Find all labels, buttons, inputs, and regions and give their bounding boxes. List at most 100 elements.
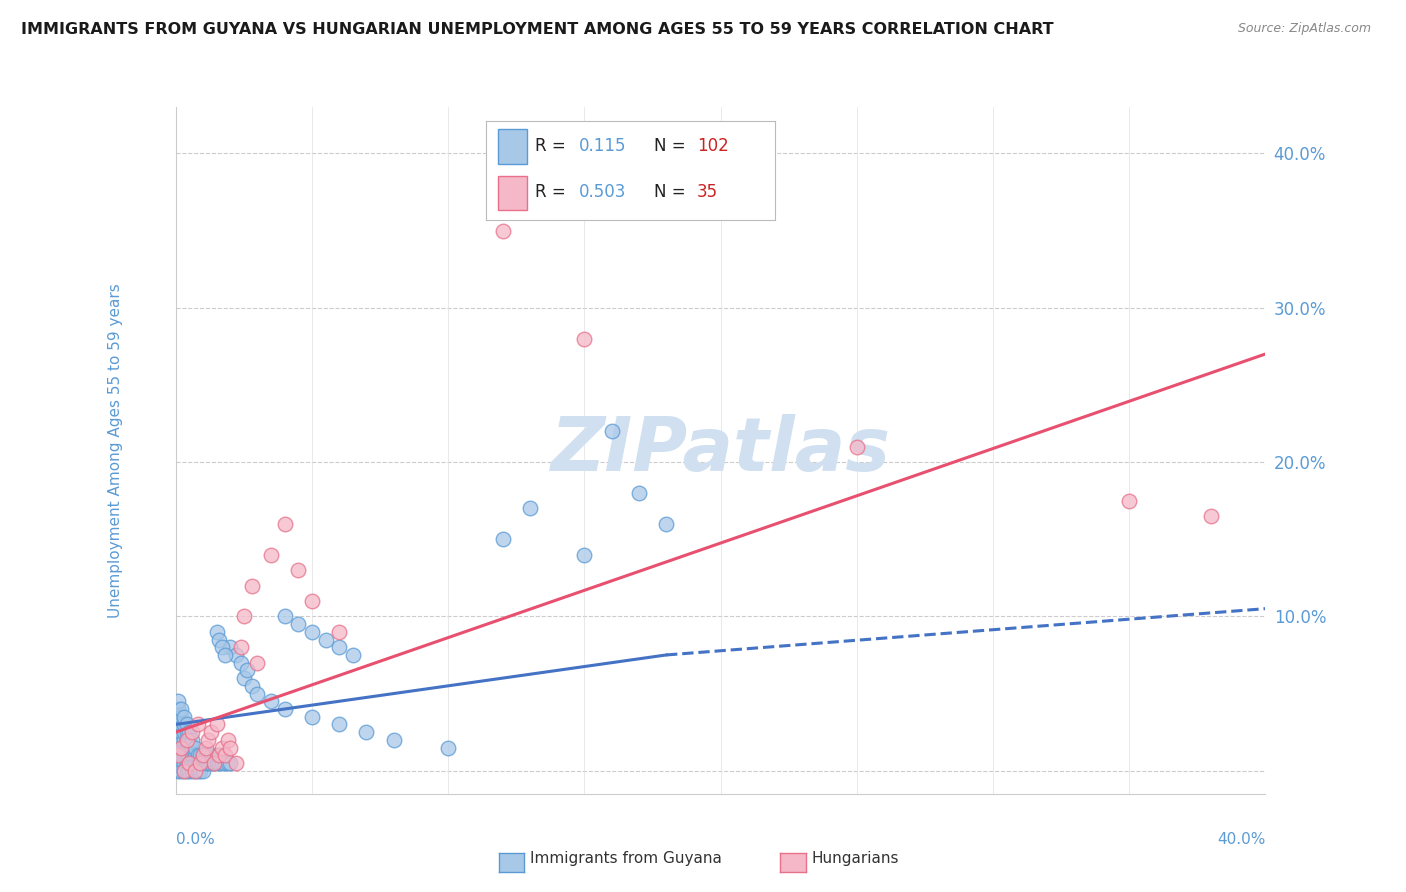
Point (211, 640, 233, 655)
Point (219, 740, 242, 755)
Point (382, 732, 405, 747)
Text: Hungarians: Hungarians (811, 851, 898, 865)
Point (170, 717, 193, 731)
Point (186, 717, 209, 731)
Point (287, 563, 309, 577)
Point (519, 501, 541, 516)
Point (240, 679, 263, 693)
Point (219, 640, 242, 655)
Point (197, 756, 219, 770)
Point (437, 740, 460, 755)
Point (197, 748, 219, 763)
Point (342, 648, 364, 662)
Point (231, 640, 253, 655)
Point (173, 717, 195, 731)
Point (167, 717, 190, 731)
Point (205, 756, 228, 770)
Point (225, 648, 247, 662)
Point (301, 624, 323, 639)
Point (179, 756, 201, 770)
Point (205, 717, 228, 731)
Point (194, 740, 217, 755)
Point (176, 764, 198, 778)
Point (173, 764, 195, 778)
Point (208, 748, 231, 763)
Point (184, 748, 207, 763)
Point (208, 756, 231, 770)
Point (167, 764, 190, 778)
Point (191, 748, 214, 763)
Point (173, 756, 195, 770)
Point (574, 548, 596, 562)
Point (179, 725, 201, 739)
Point (184, 740, 207, 755)
Point (356, 725, 378, 739)
Point (328, 640, 350, 655)
Text: 40.0%: 40.0% (1218, 832, 1265, 847)
Point (173, 764, 195, 778)
Point (315, 632, 337, 647)
Point (191, 756, 214, 770)
Point (181, 756, 204, 770)
Point (181, 764, 204, 778)
Point (1199, 509, 1222, 524)
Point (217, 756, 239, 770)
Point (167, 725, 190, 739)
Point (246, 656, 269, 670)
Point (181, 740, 204, 755)
Point (845, 440, 868, 454)
Point (188, 756, 211, 770)
Point (176, 748, 198, 763)
Point (231, 656, 253, 670)
Point (170, 709, 193, 723)
Point (200, 756, 222, 770)
Point (232, 609, 254, 624)
Text: Immigrants from Guyana: Immigrants from Guyana (530, 851, 721, 865)
Point (188, 756, 211, 770)
Point (179, 732, 201, 747)
Point (173, 732, 195, 747)
Point (173, 740, 195, 755)
Point (200, 725, 222, 739)
Point (173, 709, 195, 723)
Point (167, 702, 190, 716)
Point (208, 632, 231, 647)
Point (211, 740, 233, 755)
Point (184, 764, 207, 778)
Point (176, 725, 198, 739)
Point (214, 756, 236, 770)
Point (274, 702, 297, 716)
Point (167, 756, 190, 770)
Point (260, 548, 283, 562)
Point (235, 664, 257, 678)
Point (240, 578, 263, 592)
Point (1118, 493, 1140, 508)
Point (274, 516, 297, 531)
Point (274, 609, 297, 624)
Point (214, 748, 236, 763)
Point (170, 702, 193, 716)
Point (186, 756, 209, 770)
Point (188, 764, 211, 778)
Point (167, 709, 190, 723)
Point (176, 732, 198, 747)
Point (246, 687, 269, 701)
Point (627, 486, 650, 500)
Point (176, 756, 198, 770)
Point (232, 671, 254, 685)
Point (184, 756, 207, 770)
Point (574, 332, 596, 346)
Point (176, 717, 198, 731)
Text: 0.0%: 0.0% (176, 832, 215, 847)
Text: Source: ZipAtlas.com: Source: ZipAtlas.com (1237, 22, 1371, 36)
Point (600, 424, 623, 438)
Point (200, 748, 222, 763)
Point (173, 725, 195, 739)
Point (194, 748, 217, 763)
Text: ZIPatlas: ZIPatlas (551, 414, 890, 487)
Point (170, 740, 193, 755)
Point (167, 748, 190, 763)
Point (179, 764, 201, 778)
Point (197, 732, 219, 747)
Point (191, 764, 214, 778)
